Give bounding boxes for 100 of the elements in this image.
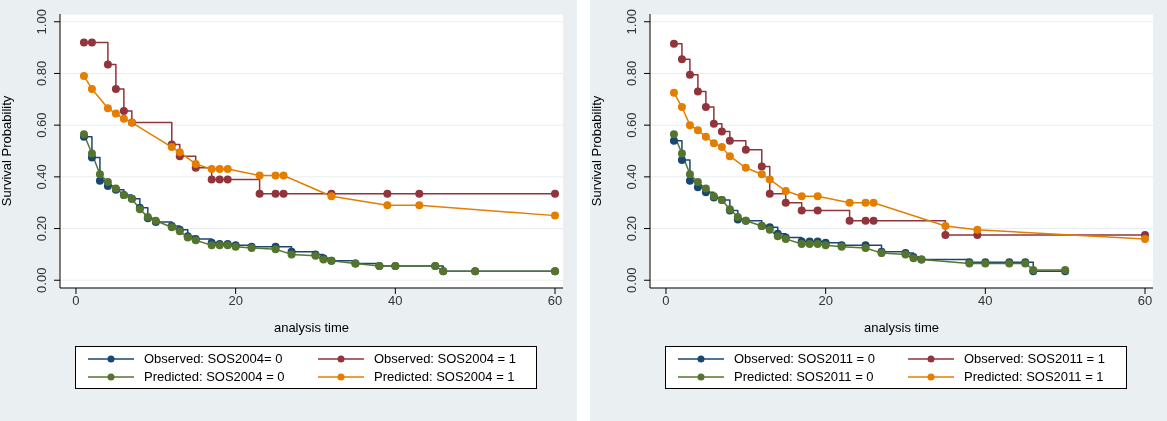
- x-tick-label: 0: [72, 293, 80, 309]
- point: [941, 231, 950, 240]
- point: [845, 198, 854, 207]
- point: [215, 165, 224, 174]
- point: [87, 149, 96, 158]
- point: [693, 126, 702, 135]
- x-tick-label: 40: [978, 293, 993, 309]
- point: [279, 189, 288, 198]
- point: [797, 192, 806, 201]
- x-tick-label: 20: [228, 293, 243, 309]
- point: [383, 189, 392, 198]
- y-tick-label: 0.40: [34, 164, 49, 190]
- legend-label: Observed: SOS2004 = 1: [374, 351, 517, 366]
- y-axis-title: Survival Probability: [588, 95, 604, 207]
- point: [95, 176, 104, 185]
- point: [79, 38, 88, 47]
- point: [725, 152, 734, 161]
- x-tick-label: 60: [547, 293, 563, 309]
- legend-label: Predicted: SOS2011 = 1: [964, 369, 1104, 384]
- x-tick-label: 0: [662, 293, 670, 309]
- point: [685, 176, 694, 185]
- point: [685, 70, 694, 79]
- y-tick-label: 0.60: [624, 112, 639, 138]
- point: [669, 130, 678, 139]
- point: [845, 216, 854, 225]
- point: [255, 171, 264, 180]
- point: [869, 198, 878, 207]
- point: [797, 206, 806, 215]
- x-axis-title: analysis time: [863, 320, 940, 335]
- point: [781, 198, 790, 207]
- y-tick-label: 0.00: [624, 267, 639, 293]
- point: [223, 175, 232, 184]
- point: [119, 114, 128, 123]
- point: [941, 221, 950, 230]
- point: [741, 145, 750, 154]
- legend-label: Predicted: SOS2004 = 0: [144, 369, 285, 384]
- legend-label: Observed: SOS2004= 0: [144, 351, 283, 366]
- point: [701, 132, 710, 141]
- y-tick-label: 0.00: [34, 267, 49, 293]
- point: [685, 121, 694, 130]
- point: [725, 136, 734, 145]
- y-tick-label: 0.80: [624, 60, 639, 87]
- point: [709, 139, 718, 148]
- point: [765, 175, 774, 184]
- point: [757, 170, 766, 179]
- point: [415, 201, 424, 210]
- y-axis-title: Survival Probability: [0, 95, 14, 207]
- point: [111, 109, 120, 118]
- point: [869, 216, 878, 225]
- point: [693, 178, 702, 187]
- point: [103, 104, 112, 113]
- point: [255, 189, 264, 198]
- point: [223, 165, 232, 174]
- y-tick-label: 1.00: [34, 9, 49, 35]
- point: [103, 60, 112, 69]
- point: [757, 162, 766, 171]
- point: [551, 189, 560, 198]
- x-tick-label: 60: [1137, 293, 1153, 309]
- point: [741, 163, 750, 172]
- y-tick-label: 1.00: [624, 9, 639, 35]
- point: [701, 184, 710, 193]
- y-tick-label: 0.20: [34, 215, 49, 242]
- point: [111, 84, 120, 93]
- point: [861, 198, 870, 207]
- point: [215, 175, 224, 184]
- point: [383, 201, 392, 210]
- point: [781, 187, 790, 196]
- x-axis-title: analysis time: [273, 320, 350, 335]
- point: [175, 148, 184, 157]
- legend-label: Predicted: SOS2004 = 1: [374, 369, 515, 384]
- x-tick-label: 40: [388, 293, 403, 309]
- point: [279, 171, 288, 180]
- y-tick-label: 0.80: [34, 60, 49, 87]
- point: [693, 87, 702, 96]
- point: [685, 170, 694, 179]
- y-tick-label: 0.40: [624, 164, 639, 190]
- point: [87, 84, 96, 93]
- point: [271, 189, 280, 198]
- point: [701, 103, 710, 112]
- x-tick-label: 20: [818, 293, 833, 309]
- point: [191, 159, 200, 168]
- legend-label: Observed: SOS2011 = 0: [734, 351, 876, 366]
- point: [207, 175, 216, 184]
- point: [813, 206, 822, 215]
- point: [765, 189, 774, 198]
- point: [677, 149, 686, 158]
- point: [813, 192, 822, 201]
- point: [677, 156, 686, 165]
- y-tick-label: 0.20: [624, 215, 639, 242]
- point: [669, 39, 678, 48]
- point: [973, 225, 982, 234]
- point: [677, 103, 686, 112]
- point: [861, 216, 870, 225]
- point: [415, 189, 424, 198]
- point: [669, 88, 678, 97]
- point: [669, 136, 678, 145]
- point: [87, 38, 96, 47]
- point: [207, 165, 216, 174]
- point: [709, 119, 718, 128]
- y-tick-label: 0.60: [34, 112, 49, 138]
